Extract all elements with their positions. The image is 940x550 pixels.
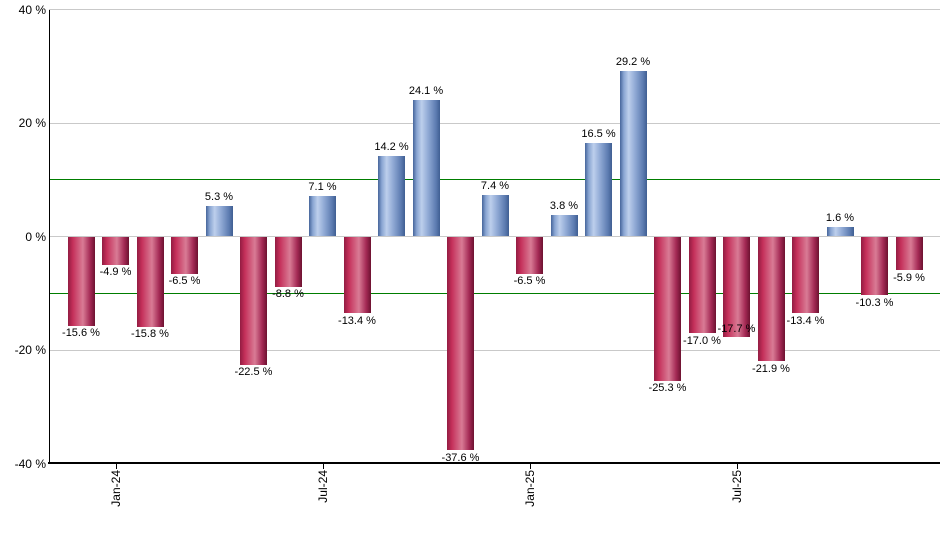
y-axis (48, 9, 50, 464)
negative-bar (136, 237, 164, 327)
bar-value-label: -4.9 % (99, 266, 132, 279)
positive-bar (619, 70, 647, 237)
positive-bar (412, 99, 440, 237)
positive-bar (378, 155, 405, 237)
bar-value-label: -21.9 % (752, 362, 790, 375)
bar-value-label: 7.1 % (308, 181, 337, 194)
positive-bar (585, 142, 612, 237)
negative-bar (792, 237, 819, 314)
negative-bar (274, 237, 302, 287)
x-axis-tick (736, 461, 738, 469)
y-gridline (49, 236, 940, 237)
negative-bar (447, 237, 474, 451)
x-axis-tick (115, 461, 117, 469)
negative-bar (240, 237, 267, 365)
bar-value-label: -13.4 % (338, 314, 376, 327)
bar-value-label: 1.6 % (825, 212, 855, 225)
y-axis-tick-label: -40 % (14, 456, 46, 471)
negative-bar (861, 237, 888, 296)
negative-bar (688, 237, 716, 334)
y-axis-tick-label: 0 % (25, 229, 46, 244)
bar-value-label: 24.1 % (408, 84, 444, 97)
positive-bar (309, 196, 336, 237)
positive-bar (826, 227, 854, 237)
bar-value-label: -8.8 % (272, 288, 304, 301)
negative-bar (654, 237, 681, 381)
negative-bar (67, 237, 95, 326)
bar-value-label: -6.5 % (168, 275, 201, 288)
bar-value-label: -5.9 % (893, 271, 925, 284)
bar-value-label: -15.6 % (62, 327, 100, 340)
x-axis-tick-label: Jan-25 (522, 469, 537, 507)
y-axis-tick-label: 40 % (18, 2, 46, 17)
negative-bar (757, 237, 785, 362)
bar-value-label: -6.5 % (513, 275, 546, 288)
bar-value-label: -17.7 % (717, 322, 756, 335)
y-gridline (49, 9, 940, 10)
bar-value-label: 16.5 % (581, 127, 616, 140)
bar-value-label: -25.3 % (648, 382, 687, 395)
bar-value-label: 14.2 % (374, 140, 409, 153)
x-axis-tick (529, 461, 531, 469)
reference-line (49, 179, 940, 181)
bar-value-label: -37.6 % (441, 451, 480, 464)
positive-bar (205, 206, 233, 237)
positive-bar (550, 214, 578, 237)
negative-bar (102, 237, 129, 265)
y-axis-tick-label: 20 % (18, 116, 46, 130)
x-axis (48, 461, 940, 464)
bar-value-label: 3.8 % (549, 199, 579, 212)
x-axis-tick (322, 461, 324, 469)
negative-bar (171, 237, 198, 274)
bar-value-label: -13.4 % (786, 314, 825, 327)
bar-value-label: -10.3 % (855, 296, 894, 309)
bar-value-label: -15.8 % (131, 328, 169, 341)
bar-value-label: -17.0 % (683, 334, 721, 347)
bar-value-label: -22.5 % (234, 366, 273, 379)
negative-bar (723, 237, 750, 338)
bar-value-label: 29.2 % (615, 55, 651, 68)
bar-value-label: 5.3 % (204, 191, 234, 204)
x-axis-tick-label: Jul-24 (315, 469, 330, 503)
y-axis-tick-label: -20 % (14, 343, 46, 357)
positive-bar (481, 194, 509, 237)
bar-value-label: 7.4 % (480, 179, 510, 192)
x-axis-tick-label: Jul-25 (729, 469, 744, 503)
x-axis-tick-label: Jan-24 (108, 469, 123, 507)
negative-bar (343, 237, 371, 314)
y-gridline (49, 349, 940, 351)
negative-bar (516, 237, 543, 274)
y-gridline (49, 122, 940, 124)
negative-bar (895, 237, 923, 271)
reference-line (49, 292, 940, 294)
